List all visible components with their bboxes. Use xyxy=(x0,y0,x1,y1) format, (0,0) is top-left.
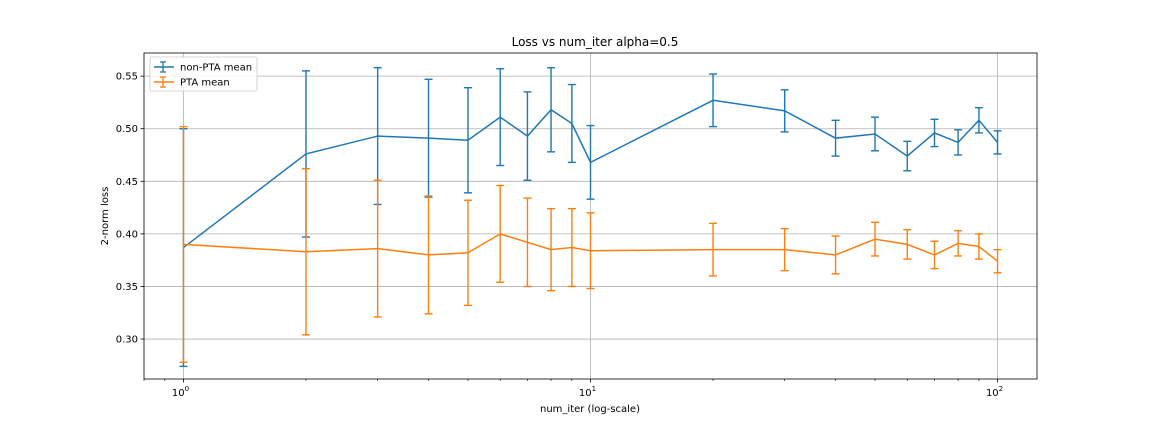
x-tick-label: 101 xyxy=(579,385,596,399)
ticks: 0.30 0.35 0.40 0.45 0.50 0.55 100 101 102 xyxy=(116,72,1003,399)
legend-box xyxy=(149,56,258,92)
x-axis-label: num_iter (log-scale) xyxy=(540,404,640,415)
series-pta-mean xyxy=(179,125,1002,363)
legend-label: PTA mean xyxy=(180,78,230,89)
y-tick-label: 0.45 xyxy=(116,177,138,188)
y-tick-label: 0.40 xyxy=(116,229,138,240)
x-tick-label: 100 xyxy=(172,385,189,399)
x-tick-label: 102 xyxy=(986,385,1003,399)
y-tick-label: 0.50 xyxy=(116,124,138,135)
legend: non-PTA mean PTA mean xyxy=(149,56,258,92)
series-line xyxy=(183,233,999,262)
y-tick-label: 0.30 xyxy=(116,335,138,346)
y-tick-label: 0.35 xyxy=(116,282,138,293)
y-tick-label: 0.55 xyxy=(116,72,138,83)
series-line xyxy=(182,99,999,249)
chart-title: Loss vs num_iter alpha=0.5 xyxy=(512,35,679,49)
legend-label: non-PTA mean xyxy=(180,63,252,74)
series-layer xyxy=(179,67,1002,368)
y-axis-label: 2-norm loss xyxy=(100,187,111,246)
